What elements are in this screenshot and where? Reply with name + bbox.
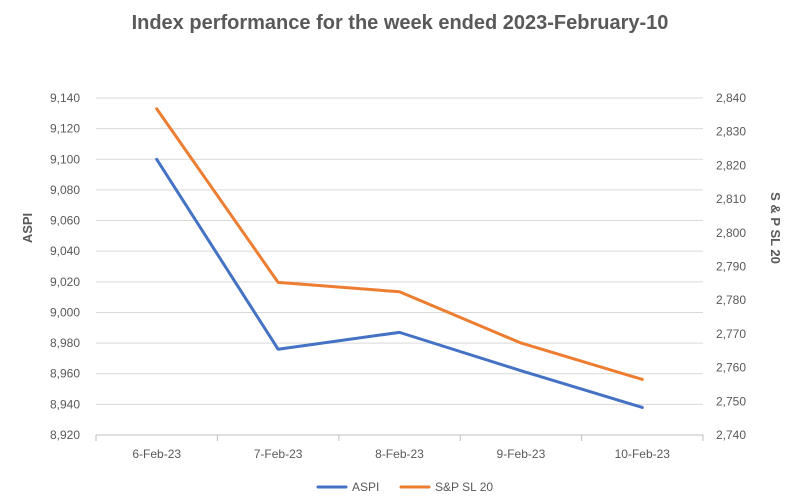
- right-axis-tick-label: 2,810: [716, 192, 746, 206]
- x-axis-tick-label: 10-Feb-23: [615, 447, 671, 461]
- chart-title: Index performance for the week ended 202…: [132, 12, 669, 34]
- left-axis-tick-label: 9,100: [50, 152, 80, 166]
- left-axis-tick-label: 9,080: [50, 183, 80, 197]
- left-axis-tick-label: 9,120: [50, 122, 80, 136]
- right-axis-tick-label: 2,770: [716, 327, 746, 341]
- right-axis-ticks: 2,740 2,750 2,760 2,770 2,780 2,790 2,800 2,810…: [716, 91, 746, 442]
- right-axis-label: S & P SL 20: [768, 192, 783, 264]
- left-axis-tick-label: 9,020: [50, 275, 80, 289]
- aspi-series-line: [155, 157, 644, 409]
- right-axis-tick-label: 2,840: [716, 91, 746, 105]
- right-axis-tick-label: 2,780: [716, 293, 746, 307]
- left-axis-tick-label: 8,960: [50, 367, 80, 381]
- series-lines: [155, 107, 644, 409]
- legend-sp-sl20-label: S&P SL 20: [435, 480, 493, 494]
- legend: ASPI S&P SL 20: [316, 480, 493, 494]
- right-axis-tick-label: 2,820: [716, 158, 746, 172]
- x-axis-tick-label: 9-Feb-23: [497, 447, 546, 461]
- left-axis-tick-label: 9,040: [50, 244, 80, 258]
- x-axis-ticks: 6-Feb-23 7-Feb-23 8-Feb-23 9-Feb-23 10-Feb-2…: [95, 435, 704, 461]
- left-axis-tick-label: 8,940: [50, 397, 80, 411]
- right-axis-tick-label: 2,800: [716, 226, 746, 240]
- x-axis-tick-label: 7-Feb-23: [254, 447, 303, 461]
- left-axis-ticks: 8,920 8,940 8,960 8,980 9,000 9,020 9,040 9,060…: [50, 91, 80, 442]
- left-axis-tick-label: 9,060: [50, 214, 80, 228]
- right-axis-tick-label: 2,740: [716, 428, 746, 442]
- legend-aspi-label: ASPI: [352, 480, 379, 494]
- left-axis-tick-label: 9,140: [50, 91, 80, 105]
- x-axis-tick-label: 6-Feb-23: [132, 447, 181, 461]
- right-axis-tick-label: 2,790: [716, 260, 746, 274]
- left-axis-tick-label: 9,000: [50, 305, 80, 319]
- right-axis-tick-label: 2,830: [716, 125, 746, 139]
- left-axis-tick-label: 8,980: [50, 336, 80, 350]
- gridlines: [96, 97, 703, 436]
- x-axis-tick-label: 8-Feb-23: [375, 447, 424, 461]
- right-axis-tick-label: 2,760: [716, 361, 746, 375]
- left-axis-tick-label: 8,920: [50, 428, 80, 442]
- right-axis-tick-label: 2,750: [716, 394, 746, 408]
- sp-sl20-series-line: [155, 107, 644, 381]
- left-axis-label: ASPI: [20, 213, 35, 243]
